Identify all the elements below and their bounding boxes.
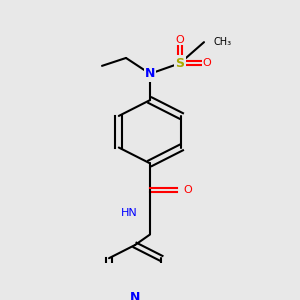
Text: O: O xyxy=(202,58,211,68)
Text: O: O xyxy=(176,34,184,44)
Text: HN: HN xyxy=(121,208,138,218)
Text: N: N xyxy=(130,291,140,300)
Text: CH₃: CH₃ xyxy=(213,37,231,47)
Text: S: S xyxy=(176,57,184,70)
Text: O: O xyxy=(183,185,192,195)
Text: N: N xyxy=(145,67,155,80)
